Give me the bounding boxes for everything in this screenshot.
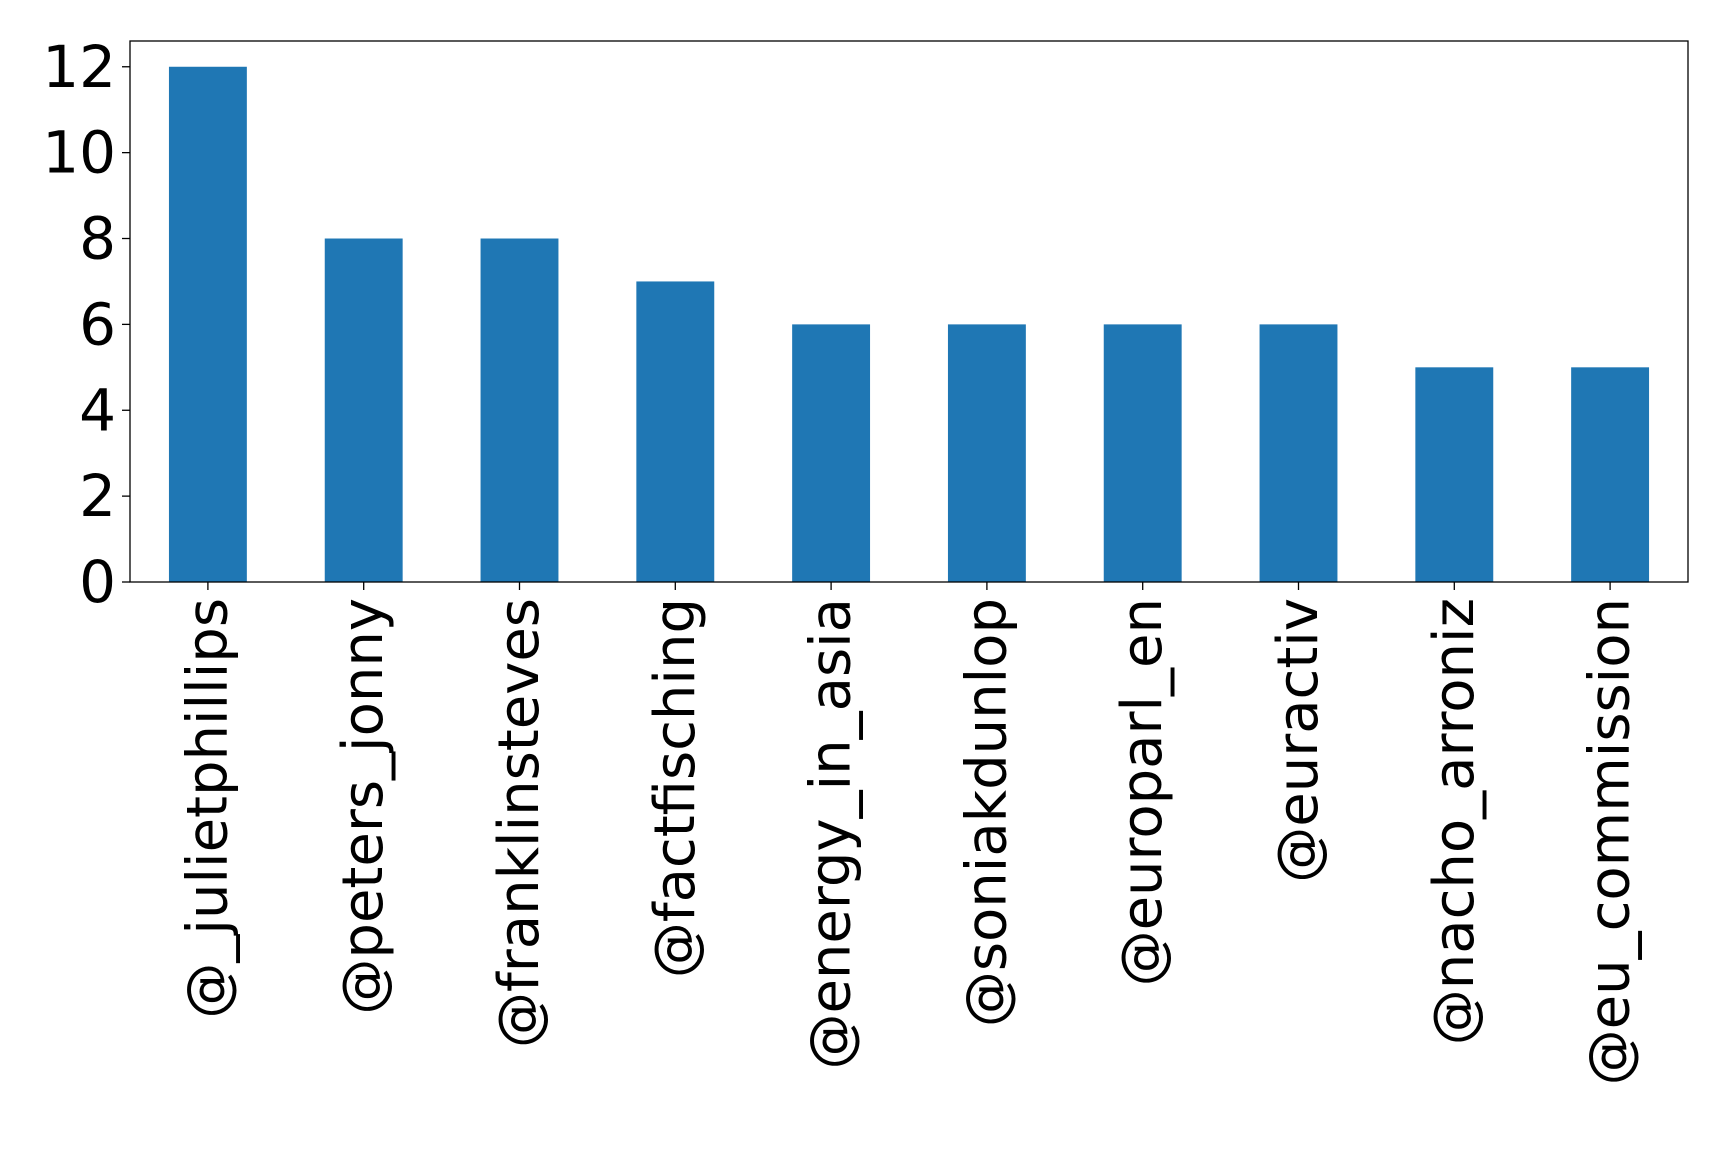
x-tick-label: @nacho_arroniz [1422,598,1487,1045]
y-tick-label: 2 [79,462,116,530]
x-tick-label: @eu_commission [1578,598,1643,1085]
bars-group [168,66,1650,582]
bar-nacho-arroniz [1415,367,1494,582]
x-tick-label: @soniakdunlop [954,598,1019,1027]
bar-factfisching [636,281,715,582]
y-tick-label: 8 [79,205,116,273]
bar-eu-commission [1571,367,1650,582]
y-tick-label: 12 [42,33,116,101]
y-tick-label: 6 [79,290,116,358]
bar-franklinsteves [480,238,559,582]
y-tick-label: 4 [79,376,116,444]
y-tick-label: 10 [42,119,116,187]
bar-europarl-en [1103,324,1182,582]
y-tick-label: 0 [79,548,116,616]
x-tick-label: @europarl_en [1110,598,1175,986]
bar-energy-in-asia [792,324,871,582]
x-tick-label: @euractiv [1266,598,1331,883]
bar--julietphillips [168,66,247,582]
plot-frame [129,40,1689,583]
y-axis: 0 2 4 6 8 10 12 [42,33,130,616]
x-tick-label: @_julietphillips [175,598,240,1019]
bar-soniakdunlop [947,324,1026,582]
x-tick-label: @peters_jonny [331,598,396,1015]
x-tick-label: @factfisching [643,598,708,978]
x-axis: @_julietphillips @peters_jonny @franklinst… [175,582,1643,1085]
x-tick-label: @energy_in_asia [799,598,864,1070]
bar-euractiv [1259,324,1338,582]
bar-peters-jonny [324,238,403,582]
x-tick-label: @franklinsteves [487,598,552,1048]
